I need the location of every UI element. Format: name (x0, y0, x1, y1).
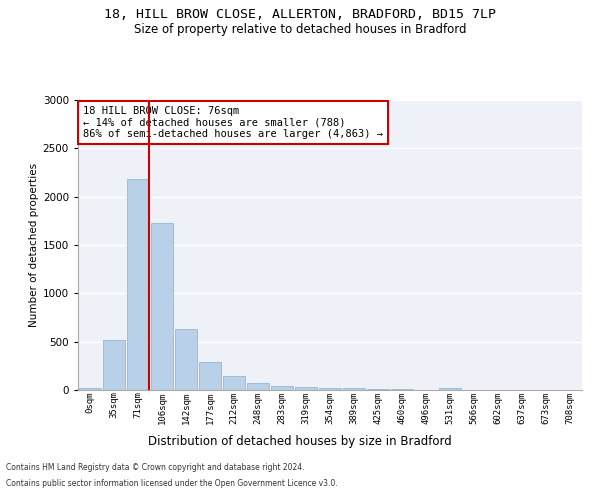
Bar (151, 223, 173, 390)
Bar (367, 388, 389, 390)
Text: 18, HILL BROW CLOSE, ALLERTON, BRADFORD, BD15 7LP: 18, HILL BROW CLOSE, ALLERTON, BRADFORD,… (104, 8, 496, 20)
Bar (391, 389, 413, 390)
Y-axis label: Number of detached properties: Number of detached properties (29, 163, 38, 327)
Bar (103, 340, 125, 390)
Bar (247, 383, 269, 390)
Bar (79, 388, 101, 390)
Bar (223, 376, 245, 390)
Bar (295, 387, 317, 390)
Text: 18 HILL BROW CLOSE: 76sqm
← 14% of detached houses are smaller (788)
86% of semi: 18 HILL BROW CLOSE: 76sqm ← 14% of detac… (83, 106, 383, 139)
Text: Distribution of detached houses by size in Bradford: Distribution of detached houses by size … (148, 435, 452, 448)
Text: Contains HM Land Registry data © Crown copyright and database right 2024.: Contains HM Land Registry data © Crown c… (6, 464, 305, 472)
Bar (199, 362, 221, 390)
Text: Size of property relative to detached houses in Bradford: Size of property relative to detached ho… (134, 22, 466, 36)
Bar (127, 180, 149, 390)
Text: Contains public sector information licensed under the Open Government Licence v3: Contains public sector information licen… (6, 478, 338, 488)
Bar (439, 388, 461, 390)
Bar (271, 386, 293, 390)
Bar (175, 328, 197, 390)
Bar (319, 388, 341, 390)
Bar (343, 388, 365, 390)
